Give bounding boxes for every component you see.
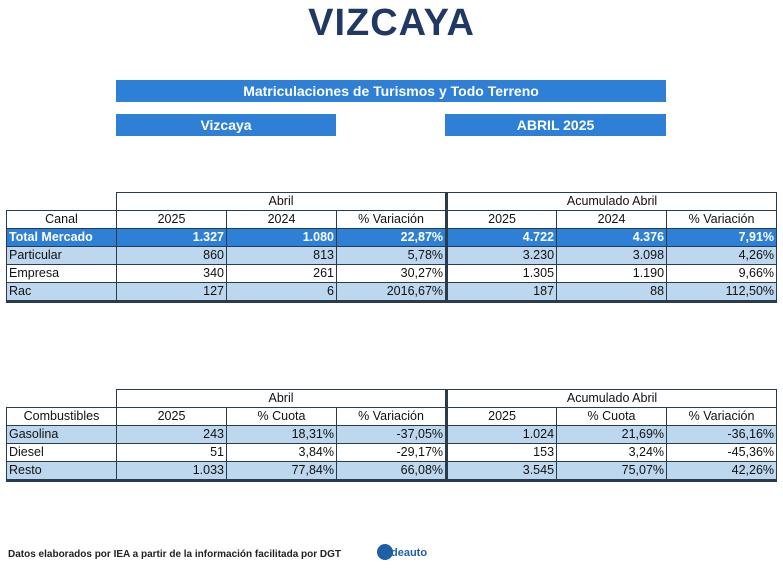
row-label: Diesel [6,443,117,462]
table-row: Empresa 340 261 30,27% 1.305 1.190 9,66% [6,264,778,283]
row-label: Rac [6,282,117,303]
column-header: % Variación [666,210,778,229]
table-group-header: Abril Acumulado Abril [7,389,778,408]
table-cell: 1.033 [116,461,227,482]
table-cell: -29,17% [335,443,448,462]
table-cell: 187 [445,282,558,303]
column-header: 2024 [226,210,337,229]
column-header: 2025 [445,407,558,426]
empty-cell [7,193,117,211]
combustibles-table: Abril Acumulado Abril Combustibles 2025 … [6,389,778,482]
table-cell: 3.098 [556,246,668,265]
source-note: Datos elaborados por IEA a partir de la … [8,549,342,560]
column-header: 2024 [556,210,668,229]
table-cell: 77,84% [226,461,337,482]
table-cell: 153 [445,443,558,462]
table-cell: 1.080 [226,228,337,247]
column-header: % Variación [335,210,448,229]
table-cell: -36,16% [666,425,778,444]
table-cell: 3,84% [226,443,337,462]
logo-text: deauto [391,547,428,559]
table-cell: 860 [116,246,227,265]
table-row: Diesel 51 3,84% -29,17% 153 3,24% -45,36… [6,443,778,462]
table-cell: 88 [556,282,668,303]
canal-table: Abril Acumulado Abril Canal 2025 2024 % … [6,192,778,303]
table-cell: 9,66% [666,264,778,283]
column-header: 2025 [116,210,227,229]
page-title: VIZCAYA [308,2,475,44]
region-banner: Vizcaya [116,114,336,136]
row-label: Gasolina [6,425,117,444]
table-cell: 51 [116,443,227,462]
group-header-abril: Abril [115,192,448,211]
ideauto-logo: deauto [377,542,437,564]
column-header: % Variación [666,407,778,426]
table-cell: -45,36% [666,443,778,462]
table-cell: 243 [116,425,227,444]
group-header-abril: Abril [115,389,448,408]
table-cell: 340 [116,264,227,283]
table-row: Rac 127 6 2016,67% 187 88 112,50% [6,282,778,303]
table-cell: 3,24% [556,443,668,462]
table-cell: 2016,67% [335,282,448,303]
table-row: Resto 1.033 77,84% 66,08% 3.545 75,07% 4… [6,461,778,482]
table-cell: 1.024 [445,425,558,444]
table-cell: 1.305 [445,264,558,283]
table-cell: 1.327 [116,228,227,247]
table-cell: 21,69% [556,425,668,444]
column-header: % Cuota [556,407,668,426]
period-banner: ABRIL 2025 [445,114,666,136]
row-label: Empresa [6,264,117,283]
empty-cell [7,390,117,408]
group-header-acumulado: Acumulado Abril [445,389,778,408]
table-row: Gasolina 243 18,31% -37,05% 1.024 21,69%… [6,425,778,444]
table-group-header: Abril Acumulado Abril [7,192,778,211]
row-label: Total Mercado [6,228,117,247]
table-cell: 6 [226,282,337,303]
table-cell: 112,50% [666,282,778,303]
table-cell: 18,31% [226,425,337,444]
table-cell: 4,26% [666,246,778,265]
logo-circle-icon [377,544,393,560]
column-header: % Cuota [226,407,337,426]
table-column-header: Canal 2025 2024 % Variación 2025 2024 % … [6,210,778,229]
table-cell: 4.376 [556,228,668,247]
table-cell: 1.190 [556,264,668,283]
column-header: Combustibles [6,407,117,426]
table-cell: 30,27% [335,264,448,283]
table-row: Particular 860 813 5,78% 3.230 3.098 4,2… [6,246,778,265]
row-label: Resto [6,461,117,482]
column-header: Canal [6,210,117,229]
table-column-header: Combustibles 2025 % Cuota % Variación 20… [6,407,778,426]
table-cell: 22,87% [335,228,448,247]
table-cell: 75,07% [556,461,668,482]
table-cell: 261 [226,264,337,283]
table-cell: 5,78% [335,246,448,265]
table-cell: 7,91% [666,228,778,247]
table-cell: 813 [226,246,337,265]
table-cell: 3.230 [445,246,558,265]
column-header: 2025 [116,407,227,426]
row-label: Particular [6,246,117,265]
column-header: % Variación [335,407,448,426]
table-cell: 66,08% [335,461,448,482]
table-row: Total Mercado 1.327 1.080 22,87% 4.722 4… [6,228,778,247]
table-cell: 4.722 [445,228,558,247]
group-header-acumulado: Acumulado Abril [445,192,778,211]
table-cell: -37,05% [335,425,448,444]
table-cell: 127 [116,282,227,303]
table-cell: 42,26% [666,461,778,482]
report-banner: Matriculaciones de Turismos y Todo Terre… [116,80,666,102]
table-cell: 3.545 [445,461,558,482]
column-header: 2025 [445,210,558,229]
